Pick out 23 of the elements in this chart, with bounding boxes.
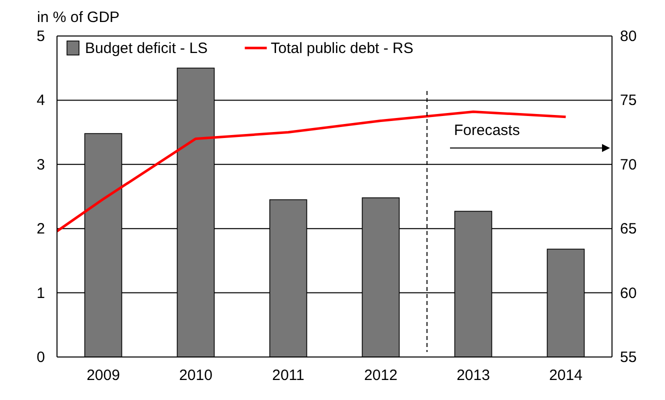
y2-tick-label: 55	[620, 349, 637, 366]
y-tick-label: 1	[36, 284, 45, 302]
y-tick-label: 3	[36, 156, 45, 174]
y-axis-title: in % of GDP	[37, 9, 120, 26]
y-tick-label: 4	[36, 92, 45, 110]
y-tick-label: 2	[36, 220, 45, 238]
line-series	[56, 110, 567, 232]
y-tick-label: 0	[36, 349, 45, 366]
x-tick-label: 2012	[364, 367, 398, 384]
x-tick-label: 2013	[456, 367, 490, 384]
y2-tick-label: 75	[620, 92, 637, 110]
x-tick-label: 2009	[86, 367, 120, 384]
x-tick-label: 2011	[272, 367, 304, 384]
legend-label: Budget deficit - LS	[85, 40, 208, 57]
y-tick-label: 5	[36, 28, 45, 45]
legend-label: Total public debt - RS	[270, 40, 414, 57]
annotation: Forecasts	[454, 122, 520, 139]
x-tick-label: 2010	[179, 367, 212, 384]
y2-tick-label: 80	[620, 28, 637, 45]
y2-tick-label: 70	[620, 156, 637, 174]
y2-tick-label: 65	[620, 220, 637, 238]
y2-tick-label: 60	[620, 284, 637, 302]
x-tick-label: 2014	[549, 367, 582, 384]
